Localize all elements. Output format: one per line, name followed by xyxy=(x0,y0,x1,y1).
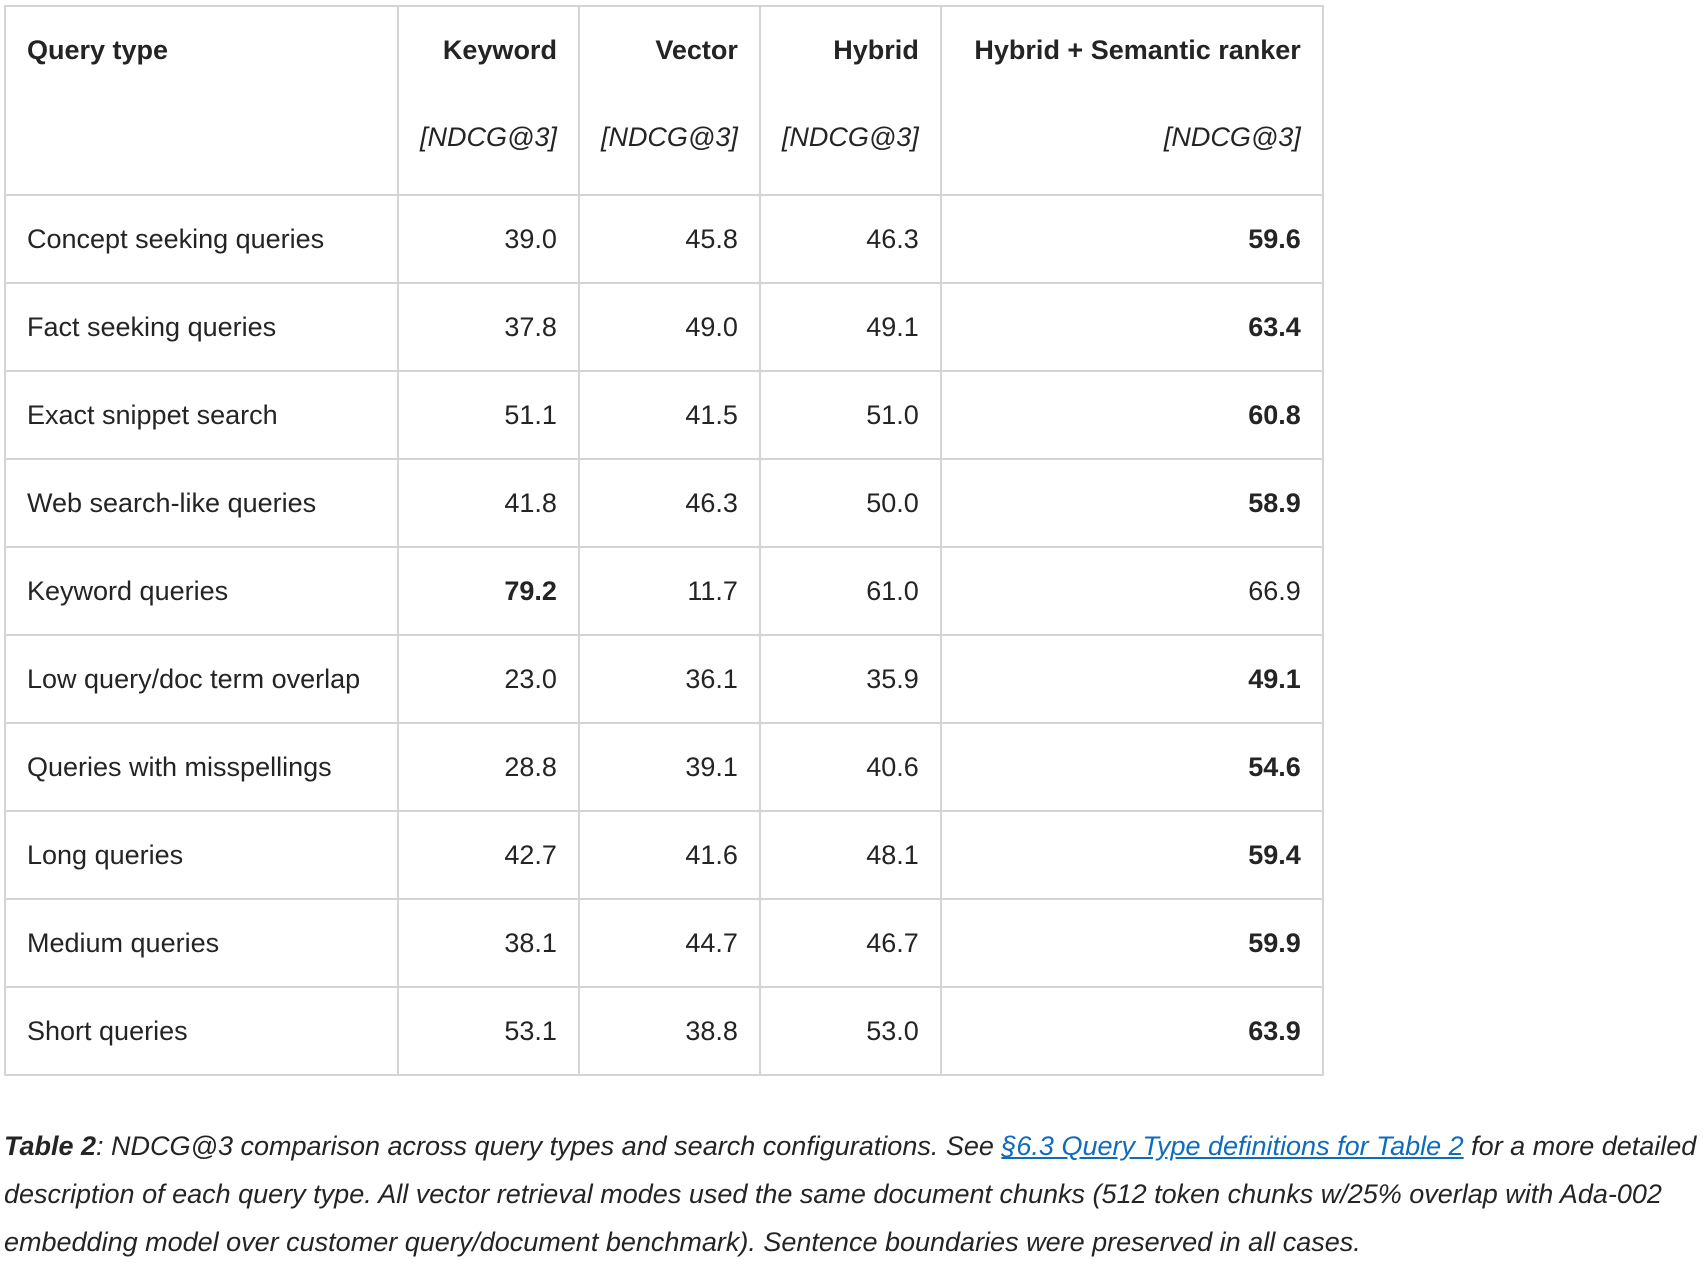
cell-value: 42.7 xyxy=(397,810,580,900)
row-label: Low query/doc term overlap xyxy=(4,634,399,724)
cell-value: 23.0 xyxy=(397,634,580,724)
cell-value: 45.8 xyxy=(577,194,761,284)
column-unit: [NDCG@3] xyxy=(600,122,738,152)
cell-value: 41.6 xyxy=(577,810,761,900)
cell-value: 53.0 xyxy=(758,986,942,1076)
table-row: Low query/doc term overlap 23.0 36.1 35.9 49… xyxy=(4,634,1324,724)
row-label: Keyword queries xyxy=(4,546,399,636)
cell-value: 63.9 xyxy=(939,986,1324,1076)
column-header: Query type xyxy=(4,5,399,196)
column-unit: [NDCG@3] xyxy=(420,122,557,152)
cell-value: 38.1 xyxy=(397,898,580,988)
cell-value: 60.8 xyxy=(939,370,1324,460)
cell-value: 61.0 xyxy=(758,546,942,636)
cell-value: 46.3 xyxy=(577,458,761,548)
cell-value: 54.6 xyxy=(939,722,1324,812)
cell-value: 51.0 xyxy=(758,370,942,460)
row-label: Short queries xyxy=(4,986,399,1076)
row-label: Medium queries xyxy=(4,898,399,988)
header-row: Query type Keyword [NDCG@3] Vector [NDCG@3] H… xyxy=(4,5,1324,196)
cell-value: 46.3 xyxy=(758,194,942,284)
column-header: Hybrid [NDCG@3] xyxy=(758,5,942,196)
table-row: Medium queries 38.1 44.7 46.7 59.9 xyxy=(4,898,1324,988)
column-title: Keyword xyxy=(442,35,557,65)
row-label: Long queries xyxy=(4,810,399,900)
cell-value: 79.2 xyxy=(397,546,580,636)
row-label: Fact seeking queries xyxy=(4,282,399,372)
cell-value: 39.1 xyxy=(577,722,761,812)
table-row: Exact snippet search 51.1 41.5 51.0 60.8 xyxy=(4,370,1324,460)
table-row: Web search-like queries 41.8 46.3 50.0 58.9 xyxy=(4,458,1324,548)
cell-value: 51.1 xyxy=(397,370,580,460)
cell-value: 28.8 xyxy=(397,722,580,812)
caption: Table 2: NDCG@3 comparison across query … xyxy=(4,1122,1704,1266)
cell-value: 36.1 xyxy=(577,634,761,724)
cell-value: 50.0 xyxy=(758,458,942,548)
table-body: Concept seeking queries 39.0 45.8 46.3 59.6 F… xyxy=(4,194,1324,1076)
cell-value: 59.6 xyxy=(939,194,1324,284)
column-title: Query type xyxy=(27,35,169,65)
cell-value: 46.7 xyxy=(758,898,942,988)
column-unit: [NDCG@3] xyxy=(781,122,919,152)
column-header: Hybrid + Semantic ranker [NDCG@3] xyxy=(939,5,1324,196)
cell-value: 59.4 xyxy=(939,810,1324,900)
table-row: Short queries 53.1 38.8 53.0 63.9 xyxy=(4,986,1324,1076)
cell-value: 38.8 xyxy=(577,986,761,1076)
cell-value: 49.1 xyxy=(939,634,1324,724)
results-table: Query type Keyword [NDCG@3] Vector [NDCG@3] H… xyxy=(4,5,1324,1076)
caption-label: Table 2 xyxy=(4,1131,97,1161)
column-title: Hybrid xyxy=(833,35,919,65)
cell-value: 37.8 xyxy=(397,282,580,372)
cell-value: 41.5 xyxy=(577,370,761,460)
column-unit: [NDCG@3] xyxy=(1163,122,1301,152)
column-title: Hybrid + Semantic ranker xyxy=(974,35,1301,65)
table-row: Long queries 42.7 41.6 48.1 59.4 xyxy=(4,810,1324,900)
column-header: Keyword [NDCG@3] xyxy=(397,5,580,196)
cell-value: 39.0 xyxy=(397,194,580,284)
table-row: Keyword queries 79.2 11.7 61.0 66.9 xyxy=(4,546,1324,636)
cell-value: 41.8 xyxy=(397,458,580,548)
cell-value: 35.9 xyxy=(758,634,942,724)
column-header: Vector [NDCG@3] xyxy=(577,5,761,196)
row-label: Web search-like queries xyxy=(4,458,399,548)
row-label: Exact snippet search xyxy=(4,370,399,460)
column-title: Vector xyxy=(655,35,738,65)
cell-value: 44.7 xyxy=(577,898,761,988)
cell-value: 53.1 xyxy=(397,986,580,1076)
table-row: Concept seeking queries 39.0 45.8 46.3 59.6 xyxy=(4,194,1324,284)
cell-value: 49.0 xyxy=(577,282,761,372)
caption-text: for a more detailed description of each … xyxy=(4,1131,1697,1257)
cell-value: 40.6 xyxy=(758,722,942,812)
cell-value: 11.7 xyxy=(577,546,761,636)
caption-text: : NDCG@3 comparison across query types a… xyxy=(96,1131,1002,1161)
cell-value: 59.9 xyxy=(939,898,1324,988)
cell-value: 63.4 xyxy=(939,282,1324,372)
cell-value: 66.9 xyxy=(939,546,1324,636)
table-row: Fact seeking queries 37.8 49.0 49.1 63.4 xyxy=(4,282,1324,372)
cell-value: 48.1 xyxy=(758,810,942,900)
row-label: Queries with misspellings xyxy=(4,722,399,812)
cell-value: 58.9 xyxy=(939,458,1324,548)
table-row: Queries with misspellings 28.8 39.1 40.6 54.… xyxy=(4,722,1324,812)
row-label: Concept seeking queries xyxy=(4,194,399,284)
cell-value: 49.1 xyxy=(758,282,942,372)
caption-link[interactable]: §6.3 Query Type definitions for Table 2 xyxy=(1001,1131,1464,1161)
